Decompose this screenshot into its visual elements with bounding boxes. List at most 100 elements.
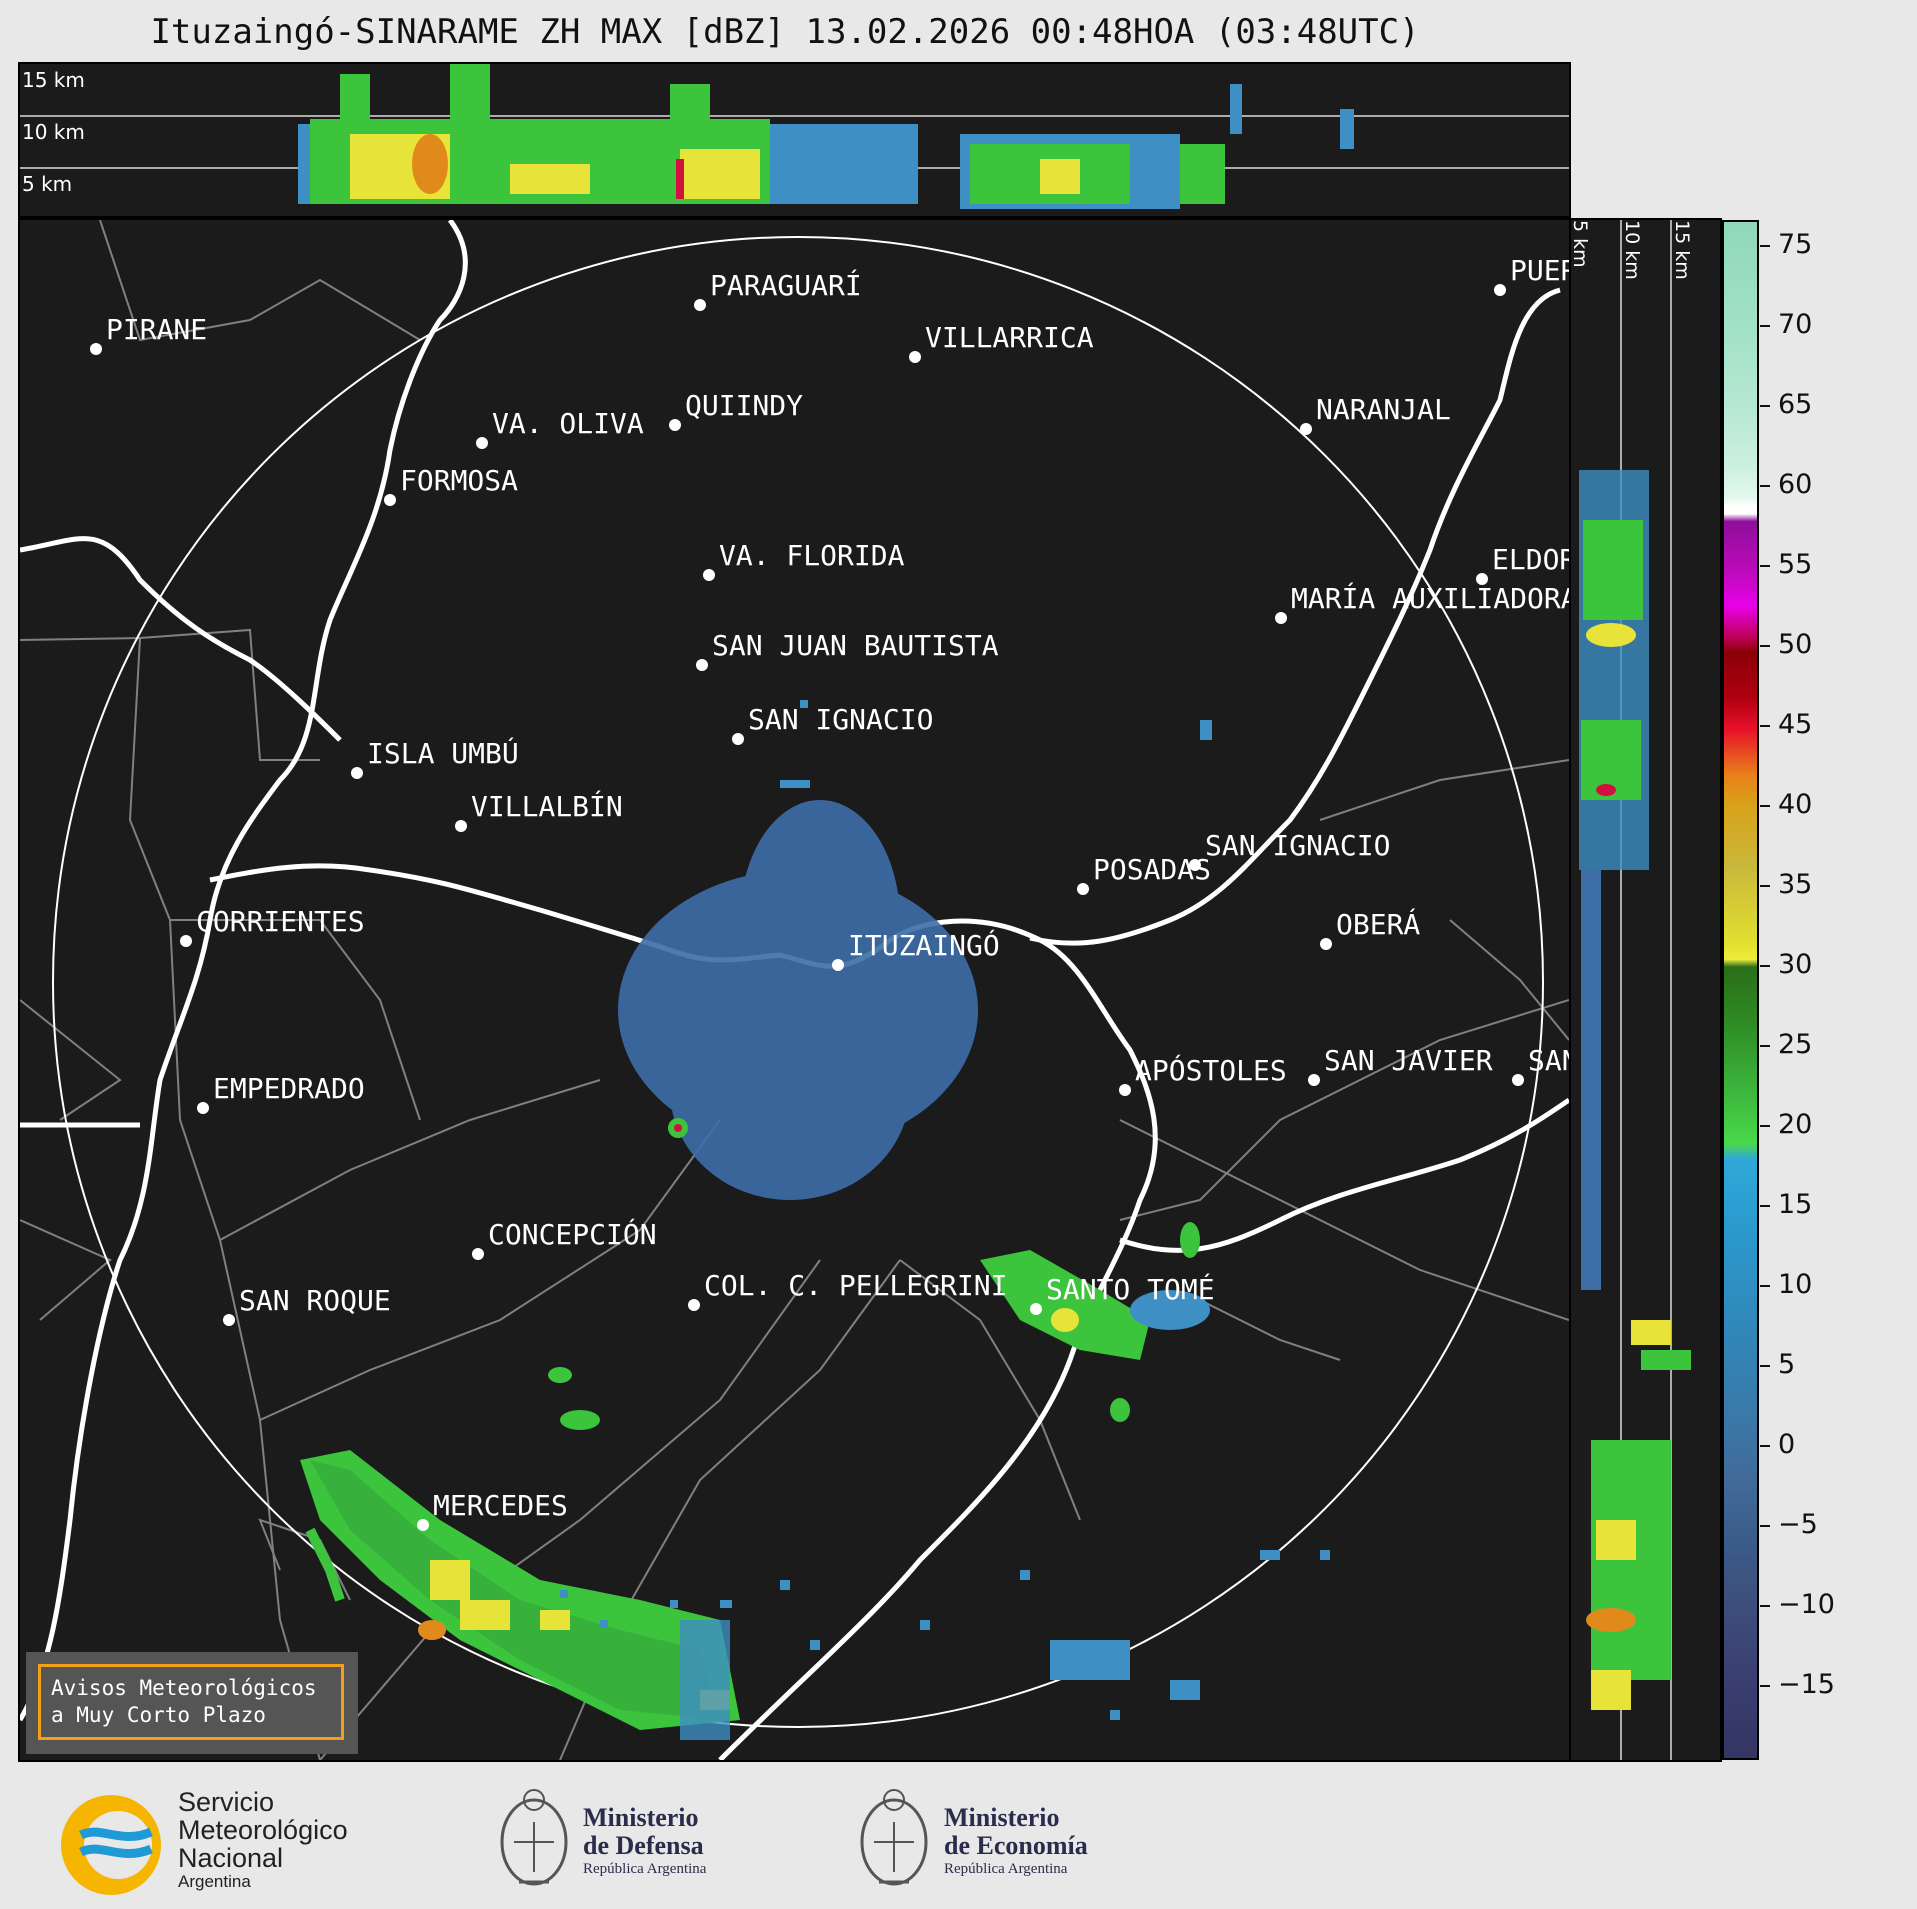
side-cross-section-graphic <box>1579 220 1691 1760</box>
smn-line-4: Argentina <box>178 1872 251 1891</box>
height-label-15km: 15 km <box>22 68 85 92</box>
place-label: NARANJAL <box>1316 393 1451 426</box>
economia-seal-icon <box>860 1789 928 1886</box>
place-label: VA. OLIVA <box>492 407 644 440</box>
place-label: COL. C. PELLEGRINI <box>704 1269 1008 1302</box>
place-label: MARÍA AUXILIADORA <box>1291 582 1578 615</box>
place-marker <box>1119 1084 1131 1096</box>
place-label: CONCEPCIÓN <box>488 1218 657 1251</box>
economia-line-3: República Argentina <box>944 1861 1068 1877</box>
place-marker <box>688 1299 700 1311</box>
place-marker <box>696 659 708 671</box>
place-marker <box>90 343 102 355</box>
place-marker <box>694 299 706 311</box>
place-marker <box>1030 1303 1042 1315</box>
colorbar-tick: 70 <box>1760 309 1812 340</box>
top-cross-section: 15 km 10 km 5 km <box>18 62 1571 218</box>
place-marker <box>476 437 488 449</box>
alert-box[interactable]: Avisos Meteorológicos a Muy Corto Plazo <box>26 1652 358 1754</box>
place-label: SAN JAVIER <box>1324 1044 1493 1077</box>
defensa-seal-icon <box>500 1789 568 1886</box>
place-marker <box>472 1248 484 1260</box>
place-label: ITUZAINGÓ <box>848 929 1000 962</box>
place-marker <box>1077 883 1089 895</box>
colorbar-tick: 60 <box>1760 469 1812 500</box>
colorbar-tick: 30 <box>1760 949 1812 980</box>
alert-line-1: Avisos Meteorológicos <box>51 1676 317 1700</box>
place-marker <box>732 733 744 745</box>
side-height-label-15km: 15 km <box>1671 220 1693 280</box>
colorbar-tick: −15 <box>1760 1669 1835 1700</box>
colorbar-tick: 25 <box>1760 1029 1812 1060</box>
place-marker <box>417 1519 429 1531</box>
place-label: VILLALBÍN <box>471 790 623 823</box>
smn-line-1: Servicio <box>178 1787 275 1817</box>
place-label: MERCEDES <box>433 1489 568 1522</box>
place-marker <box>1320 938 1332 950</box>
place-marker <box>1300 423 1312 435</box>
place-marker <box>832 959 844 971</box>
height-label-10km: 10 km <box>22 120 85 144</box>
colorbar <box>1722 220 1759 1760</box>
colorbar-tick: 35 <box>1760 869 1812 900</box>
place-label: ISLA UMBÚ <box>367 737 519 770</box>
place-marker <box>351 767 363 779</box>
place-marker <box>1275 612 1287 624</box>
radar-map[interactable]: PIRANE PARAGUARÍ VILLARRICA QUIINDY VA. OLIV… <box>18 218 1579 1762</box>
colorbar-tick: 0 <box>1760 1429 1795 1460</box>
defensa-line-3: República Argentina <box>583 1861 707 1877</box>
place-marker <box>197 1102 209 1114</box>
chart-title: Ituzaingó-SINARAME ZH MAX [dBZ] 13.02.20… <box>150 12 1420 52</box>
colorbar-tick: 15 <box>1760 1189 1812 1220</box>
colorbar-tick: 20 <box>1760 1109 1812 1140</box>
side-height-label-10km: 10 km <box>1621 220 1643 280</box>
colorbar-tick: 75 <box>1760 229 1812 260</box>
place-label: SAN ROQUE <box>239 1284 391 1317</box>
place-marker <box>1476 573 1488 585</box>
colorbar-tick: −5 <box>1760 1509 1818 1540</box>
alert-line-2: a Muy Corto Plazo <box>51 1703 266 1727</box>
place-label: PUER <box>1510 254 1578 287</box>
colorbar-tick: 40 <box>1760 789 1812 820</box>
colorbar-tick: 65 <box>1760 389 1812 420</box>
side-height-label-5km: 5 km <box>1569 220 1591 268</box>
place-label: FORMOSA <box>400 464 519 497</box>
place-label: CORRIENTES <box>196 905 365 938</box>
place-label: PARAGUARÍ <box>710 269 862 302</box>
defensa-line-2: de Defensa <box>583 1831 704 1860</box>
smn-line-3: Nacional <box>178 1843 284 1873</box>
defensa-line-1: Ministerio <box>583 1803 699 1832</box>
side-cross-section: 5 km 10 km 15 km <box>1569 218 1722 1762</box>
place-label: SAN IGNACIO <box>748 703 934 736</box>
place-label: APÓSTOLES <box>1135 1054 1287 1087</box>
place-label: SAN IGNACIO <box>1205 829 1391 862</box>
place-marker <box>1494 284 1506 296</box>
place-label: SANTO TOMÉ <box>1046 1273 1215 1306</box>
place-marker <box>669 419 681 431</box>
top-cross-section-graphic <box>20 64 1569 209</box>
place-marker <box>703 569 715 581</box>
place-label: VA. FLORIDA <box>719 539 905 572</box>
place-label: POSADAS <box>1093 853 1212 886</box>
place-label: OBERÁ <box>1336 908 1421 941</box>
colorbar-tick: 50 <box>1760 629 1812 660</box>
place-label: SAN JUAN BAUTISTA <box>712 629 999 662</box>
economia-line-1: Ministerio <box>944 1803 1060 1832</box>
colorbar-tick: 10 <box>1760 1269 1812 1300</box>
place-marker <box>455 820 467 832</box>
place-marker <box>909 351 921 363</box>
place-label: EMPEDRADO <box>213 1072 365 1105</box>
place-marker <box>180 935 192 947</box>
smn-logo-icon <box>61 1795 161 1895</box>
place-marker <box>384 494 396 506</box>
smn-line-2: Meteorológico <box>178 1815 348 1845</box>
place-marker <box>1512 1074 1524 1086</box>
economia-line-2: de Economía <box>944 1831 1088 1860</box>
height-label-5km: 5 km <box>22 172 73 196</box>
footer: Servicio Meteorológico Nacional Argentin… <box>0 1780 1917 1909</box>
place-label: ELDOR <box>1492 543 1577 576</box>
place-label: QUIINDY <box>685 389 804 422</box>
place-marker <box>223 1314 235 1326</box>
colorbar-tick: 5 <box>1760 1349 1795 1380</box>
place-marker <box>1189 859 1201 871</box>
